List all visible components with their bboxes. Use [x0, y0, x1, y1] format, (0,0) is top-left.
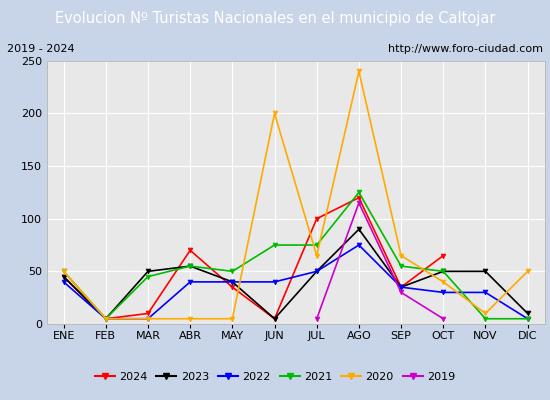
- Text: 2019 - 2024: 2019 - 2024: [7, 44, 74, 54]
- Legend: 2024, 2023, 2022, 2021, 2020, 2019: 2024, 2023, 2022, 2021, 2020, 2019: [90, 368, 460, 386]
- Text: Evolucion Nº Turistas Nacionales en el municipio de Caltojar: Evolucion Nº Turistas Nacionales en el m…: [55, 11, 495, 26]
- Text: http://www.foro-ciudad.com: http://www.foro-ciudad.com: [388, 44, 543, 54]
